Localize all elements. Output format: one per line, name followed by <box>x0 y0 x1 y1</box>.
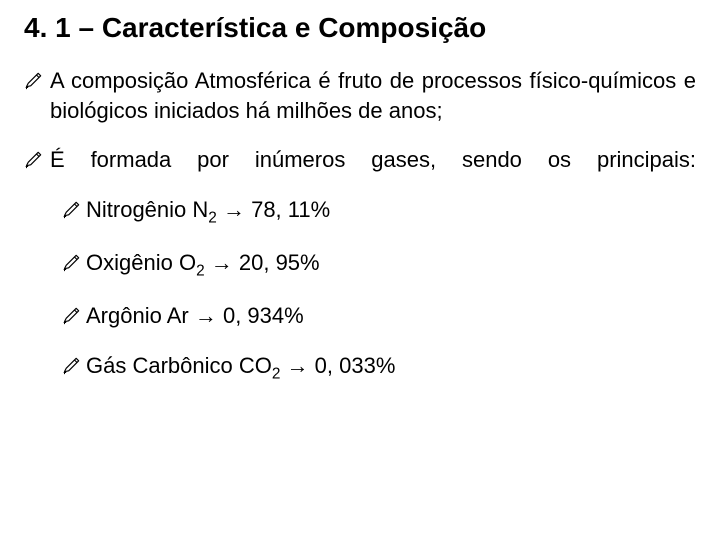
bullet-item: É formada por inúmeros gases, sendo os p… <box>24 145 696 177</box>
gas-item: Oxigênio O2 → 20, 95% <box>62 250 696 281</box>
gas-formula-sub: 2 <box>208 209 217 226</box>
arrow-icon: → <box>211 250 233 275</box>
section-title: 4. 1 – Característica e Composição <box>24 12 696 44</box>
main-bullets: A composição Atmosférica é fruto de proc… <box>24 66 696 177</box>
bullet-text: É formada por inúmeros gases, sendo os p… <box>50 145 696 175</box>
gas-formula: Ar <box>167 303 189 328</box>
gas-item: Nitrogênio N2 → 78, 11% <box>62 197 696 228</box>
gas-name: Argônio <box>86 303 167 328</box>
pencil-icon <box>62 355 82 381</box>
gas-formula: O <box>179 250 196 275</box>
gas-name: Oxigênio <box>86 250 179 275</box>
gas-percent: 0, 934% <box>217 303 304 328</box>
gas-text: Argônio Ar → 0, 934% <box>86 303 304 329</box>
arrow-icon: → <box>195 303 217 328</box>
gas-item: Gás Carbônico CO2 → 0, 033% <box>62 353 696 384</box>
gas-list: Nitrogênio N2 → 78, 11%Oxigênio O2 → 20,… <box>24 197 696 384</box>
bullet-item: A composição Atmosférica é fruto de proc… <box>24 66 696 125</box>
gas-formula-sub: 2 <box>196 262 205 279</box>
pencil-icon <box>24 147 44 177</box>
gas-text: Nitrogênio N2 → 78, 11% <box>86 197 330 228</box>
bullet-text: A composição Atmosférica é fruto de proc… <box>50 66 696 125</box>
gas-percent: 20, 95% <box>233 250 320 275</box>
pencil-icon <box>62 252 82 278</box>
gas-name: Nitrogênio <box>86 197 192 222</box>
pencil-icon <box>62 305 82 331</box>
gas-formula: CO <box>239 353 272 378</box>
gas-percent: 0, 033% <box>309 353 396 378</box>
pencil-icon <box>24 68 44 98</box>
gas-item: Argônio Ar → 0, 934% <box>62 303 696 331</box>
gas-text: Oxigênio O2 → 20, 95% <box>86 250 320 281</box>
arrow-icon: → <box>287 353 309 378</box>
gas-formula: N <box>192 197 208 222</box>
gas-percent: 78, 11% <box>245 197 330 222</box>
gas-text: Gás Carbônico CO2 → 0, 033% <box>86 353 395 384</box>
pencil-icon <box>62 199 82 225</box>
arrow-icon: → <box>223 197 245 222</box>
gas-name: Gás Carbônico <box>86 353 239 378</box>
